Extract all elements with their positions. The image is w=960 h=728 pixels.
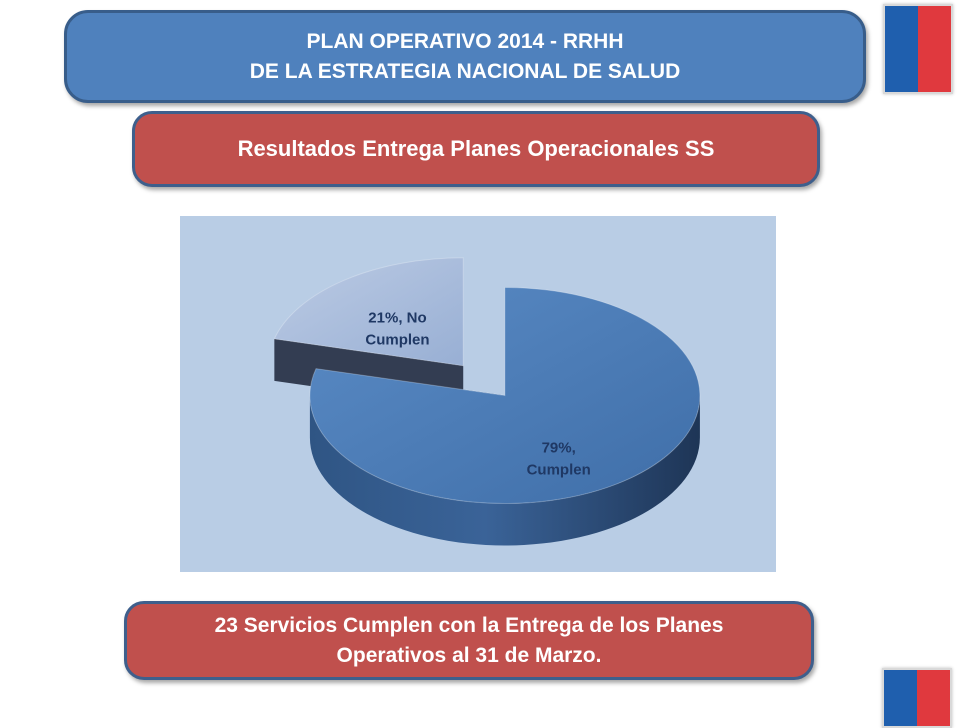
slice-label-no-cumplen-2: Cumplen: [365, 332, 429, 349]
chile-flag-icon: [883, 4, 953, 94]
footer-line-1: 23 Servicios Cumplen con la Entrega de l…: [214, 613, 724, 637]
pie-slice-cumplen: [309, 287, 701, 546]
footer-line-2: Operativos al 31 de Marzo.: [336, 643, 602, 667]
pie-chart: 21%, No Cumplen 79%, Cumplen: [180, 216, 776, 572]
chile-flag-bottom-icon: [882, 668, 952, 728]
slice-label-cumplen-2: Cumplen: [527, 461, 591, 478]
slice-label-cumplen-1: 79%,: [542, 439, 576, 456]
page-title-line-2: DE LA ESTRATEGIA NACIONAL DE SALUD: [249, 59, 681, 83]
page-title-banner: PLAN OPERATIVO 2014 - RRHH DE LA ESTRATE…: [64, 10, 866, 103]
page-title-line-1: PLAN OPERATIVO 2014 - RRHH: [306, 29, 624, 53]
slice-label-no-cumplen-1: 21%, No: [368, 310, 426, 327]
subtitle-text: Resultados Entrega Planes Operacionales …: [237, 136, 715, 161]
subtitle-banner: Resultados Entrega Planes Operacionales …: [132, 111, 820, 187]
pie-chart-svg: 21%, No Cumplen 79%, Cumplen: [180, 216, 776, 572]
footer-banner: 23 Servicios Cumplen con la Entrega de l…: [124, 601, 814, 680]
